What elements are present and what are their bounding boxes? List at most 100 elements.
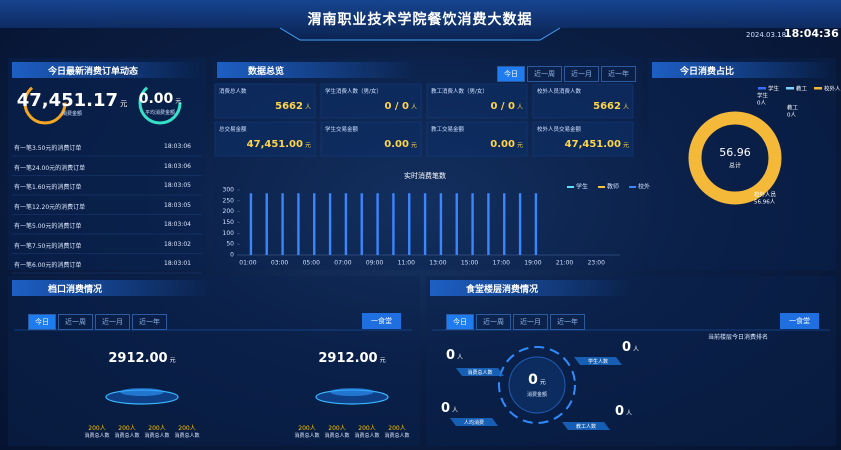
unit: 元 [516, 142, 523, 149]
legend-label: 校外人员 [824, 85, 841, 93]
stat-value: 200人 [88, 425, 106, 432]
tab[interactable]: 近一月 [564, 66, 599, 82]
label-plate [574, 357, 622, 365]
title-bar [217, 62, 417, 78]
order-time: 18:03:05 [164, 201, 191, 209]
value-group: 0.00 元 [139, 91, 182, 107]
order-time: 18:03:01 [164, 260, 191, 267]
stat-label: 消费总人数 [114, 433, 140, 439]
unit: 人 [516, 104, 523, 111]
value-group: 5662 人 [275, 101, 311, 112]
tab[interactable]: 近一周 [476, 314, 511, 330]
card [214, 83, 316, 119]
unit: 元 [120, 99, 128, 108]
x-tick-label: 23:00 [588, 260, 605, 267]
metric-label: 消费金额 [61, 111, 83, 117]
order-time: 18:03:02 [164, 240, 191, 248]
stat-label: 消费总人数 [294, 433, 320, 439]
tab[interactable]: 今日 [497, 66, 525, 82]
ring-icon [23, 81, 67, 125]
order-time: 18:03:04 [164, 221, 191, 228]
donut-slice [688, 111, 782, 205]
title-bar [12, 280, 212, 296]
floor-core [508, 356, 566, 414]
value: 0 [615, 404, 625, 419]
order-time: 18:03:05 [164, 182, 191, 189]
bar [313, 193, 316, 255]
tab[interactable]: 近一年 [132, 314, 167, 330]
platform-glow [330, 388, 374, 396]
unit: 人 [622, 104, 629, 111]
bar [455, 193, 458, 255]
unit: 元 [304, 142, 311, 149]
tab[interactable]: 近一周 [58, 314, 93, 330]
y-tick-label: 300 [223, 187, 235, 194]
stat-value: 200人 [178, 425, 196, 432]
order-text: 有一笔5.00元的消费订单 [14, 223, 82, 230]
value-group: 2912.00 元 [318, 351, 385, 366]
legend-label: 教工 [796, 85, 808, 93]
unit: 元 [622, 142, 629, 149]
tab[interactable]: 近一年 [550, 314, 585, 330]
slice-value-label: 56.96人 [754, 199, 776, 206]
value: 0 [622, 340, 632, 355]
value: 0 [528, 372, 538, 388]
tab[interactable]: 近一月 [513, 314, 548, 330]
header-edge [279, 27, 561, 41]
title-bar [430, 280, 630, 296]
unit: 人 [410, 104, 417, 111]
value: 5662 [593, 101, 621, 112]
panel [648, 58, 836, 270]
order-text: 有一笔7.50元的消费订单 [14, 242, 82, 250]
slice-label: 教工 [787, 104, 799, 112]
page-title: 渭南职业技术学院餐饮消费大数据 [307, 12, 533, 28]
card-label: 学生消费人数（男/女） [325, 89, 382, 95]
slice-label: 校外人员 [754, 191, 777, 199]
stat-label: 消费总人数 [174, 433, 200, 439]
bar [423, 193, 427, 255]
button[interactable]: 一食堂 [362, 313, 401, 329]
bar [439, 193, 443, 255]
card-label: 消费总人数 [219, 89, 247, 95]
value: 0.00 [384, 139, 409, 150]
panel-title: 今日最新消费订单动态 [48, 67, 139, 77]
panel [8, 58, 206, 270]
tab[interactable]: 近一周 [527, 66, 562, 82]
value: 47,451.00 [246, 139, 303, 150]
header-bar [0, 0, 841, 40]
order-time: 18:03:06 [164, 143, 191, 150]
order-text: 有一笔1.60元的消费订单 [14, 184, 82, 191]
stat-value: 200人 [328, 425, 346, 432]
tab[interactable]: 今日 [28, 314, 56, 330]
value: 47,451.00 [564, 139, 621, 150]
stat-value: 200人 [298, 425, 316, 432]
tab[interactable]: 近一年 [601, 66, 636, 82]
unit: 元 [169, 357, 176, 364]
bar [487, 193, 490, 255]
tab[interactable]: 今日 [446, 314, 474, 330]
unit: 人 [304, 104, 311, 111]
panel-title: 食堂楼层消费情况 [466, 285, 539, 295]
bar [471, 193, 474, 255]
value-group: 47,451.17 元 [17, 90, 128, 111]
unit: 元 [379, 357, 386, 364]
button[interactable]: 一食堂 [780, 313, 819, 329]
unit: 元 [539, 379, 546, 386]
unit: 元 [410, 142, 417, 149]
bar [518, 193, 522, 255]
item-label: 学生人数 [587, 359, 609, 365]
bar [265, 193, 268, 255]
floor-ring [498, 346, 576, 424]
value-group: 0.00 元 [384, 139, 417, 150]
label-plate [456, 368, 504, 376]
tab[interactable]: 近一月 [95, 314, 130, 330]
card-label: 总交易金额 [219, 127, 247, 133]
unit: 人 [626, 410, 633, 417]
center-label: 消费金额 [526, 392, 548, 398]
